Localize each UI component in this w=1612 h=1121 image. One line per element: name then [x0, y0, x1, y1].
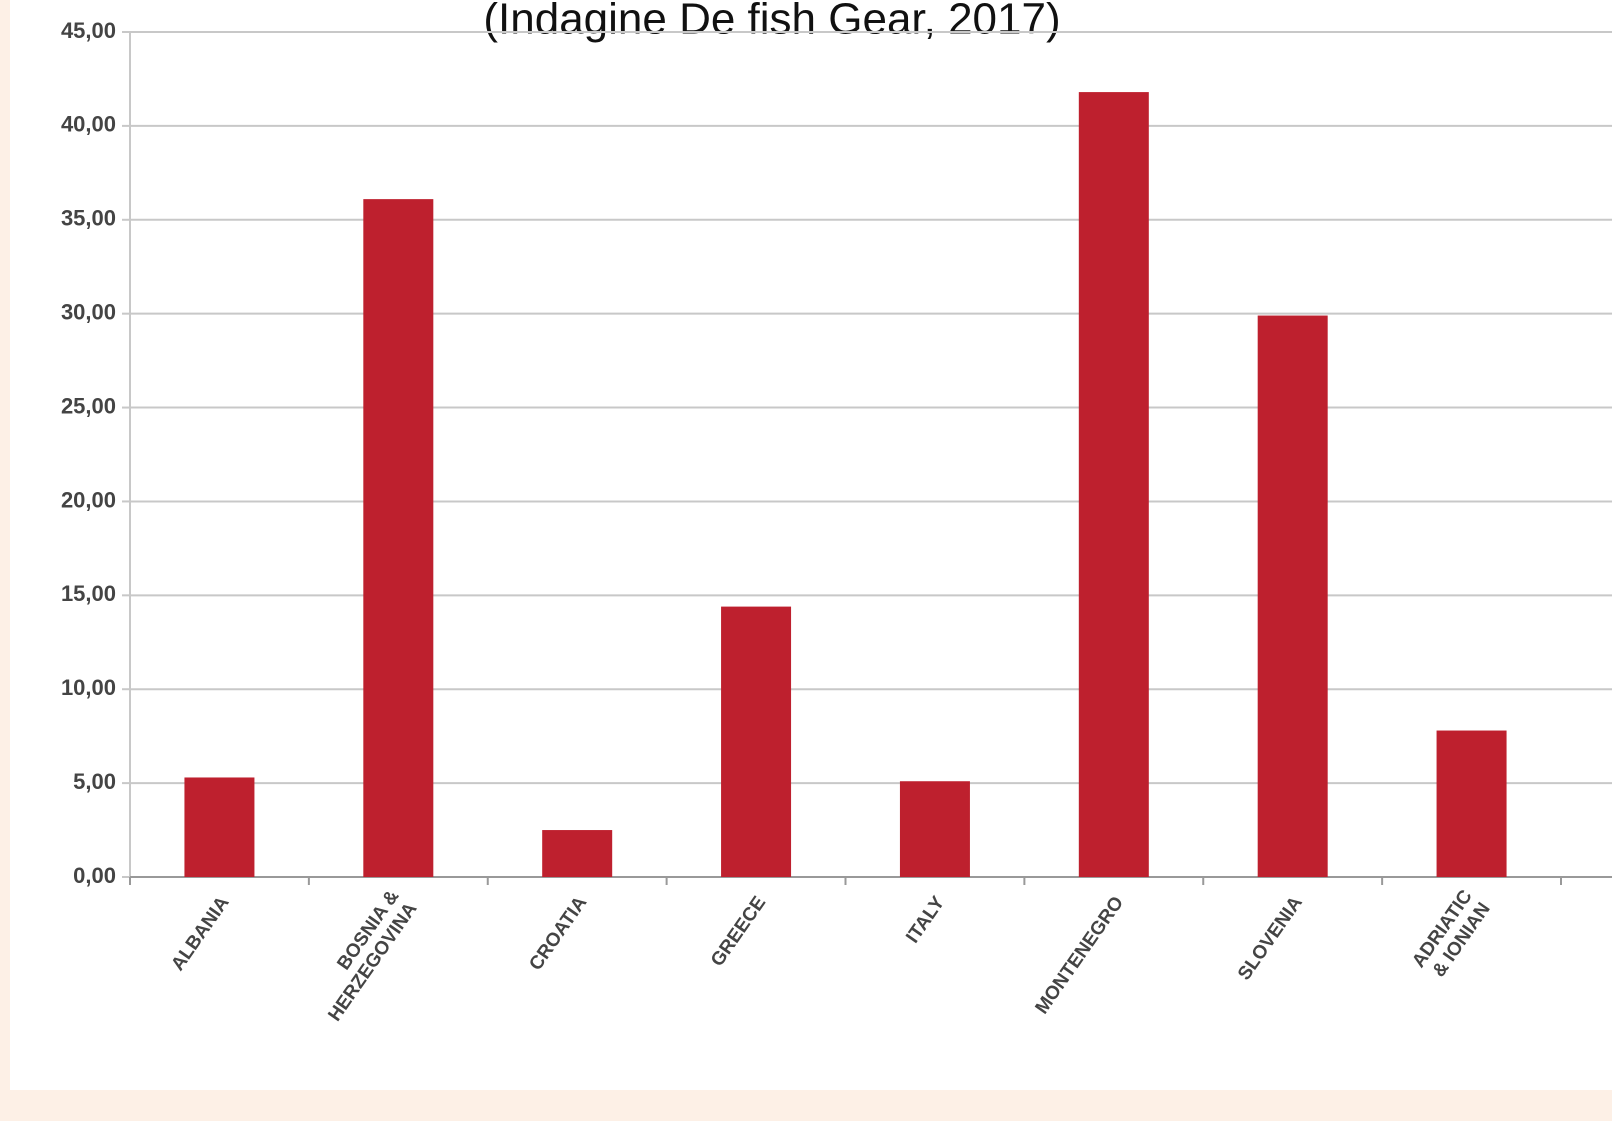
chart-title: (Indagine De fish Gear, 2017) [483, 0, 1060, 44]
bar [899, 781, 970, 877]
y-tick-label: 20,00 [61, 487, 116, 512]
y-tick-label: 10,00 [61, 675, 116, 700]
bar [363, 199, 434, 878]
y-tick-label: 15,00 [61, 581, 116, 606]
y-tick-label: 40,00 [61, 112, 116, 137]
y-tick-label: 0,00 [73, 863, 116, 888]
bar [1078, 92, 1149, 878]
bar [184, 777, 255, 877]
bar [721, 606, 792, 877]
y-tick-label: 30,00 [61, 299, 116, 324]
y-tick-label: 25,00 [61, 393, 116, 418]
bar [542, 830, 613, 877]
y-tick-label: 45,00 [61, 18, 116, 43]
y-tick-label: 5,00 [73, 769, 116, 794]
chart-background [10, 0, 1612, 1090]
bar [1436, 730, 1507, 877]
y-tick-label: 35,00 [61, 206, 116, 231]
bar [1257, 315, 1328, 877]
